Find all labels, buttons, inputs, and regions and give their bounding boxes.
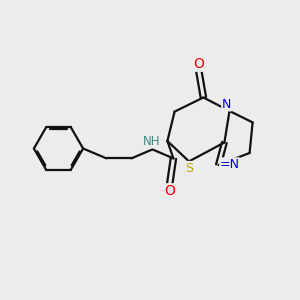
Text: NH: NH	[143, 135, 160, 148]
Text: S: S	[186, 161, 194, 175]
Text: O: O	[193, 57, 204, 71]
Text: =N: =N	[220, 158, 240, 171]
Text: O: O	[164, 184, 175, 198]
Text: N: N	[222, 98, 231, 111]
